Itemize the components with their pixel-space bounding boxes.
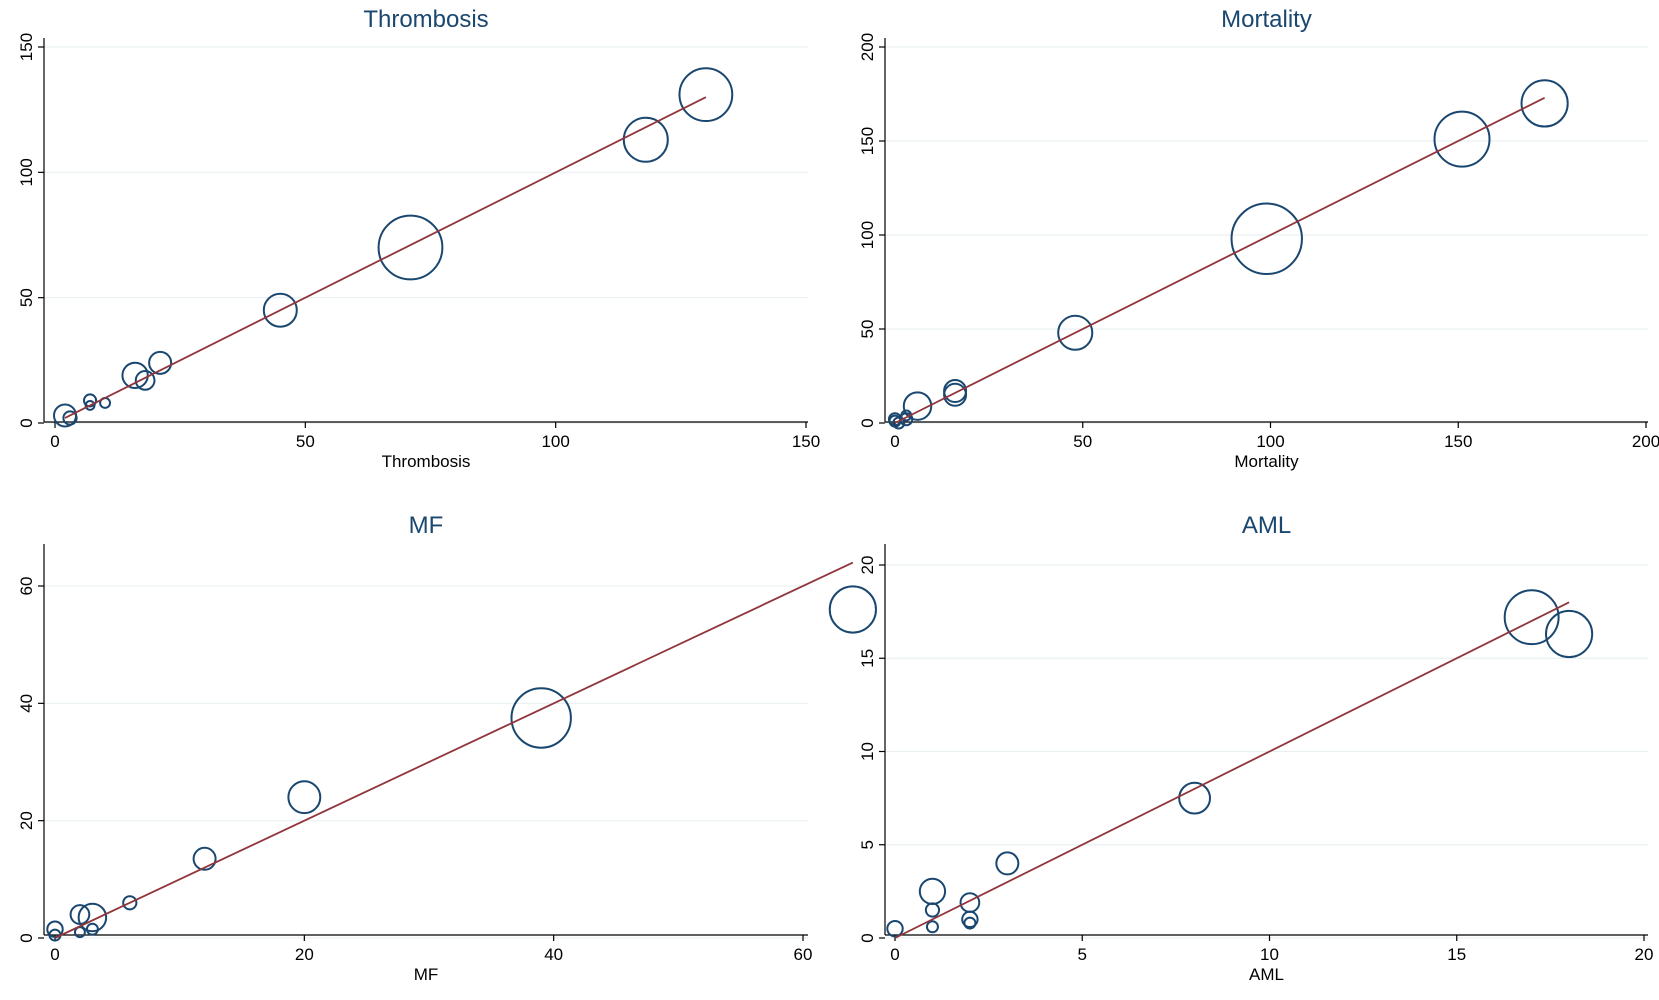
data-bubble bbox=[134, 370, 156, 391]
panel-thrombosis: 0 50 100 150 0 50 100 150 Thrombosis Thrombosis bbox=[17, 6, 820, 471]
data-bubble bbox=[622, 116, 669, 163]
x-tick-label: 60 bbox=[794, 945, 813, 964]
y-tick-label: 100 bbox=[858, 221, 877, 249]
x-tick-label: 0 bbox=[890, 945, 899, 964]
x-tick-label: 150 bbox=[792, 432, 820, 451]
data-bubble bbox=[121, 361, 149, 390]
data-bubble bbox=[918, 877, 947, 906]
x-axis-title: Thrombosis bbox=[382, 452, 471, 471]
x-tick-label: 150 bbox=[1444, 432, 1472, 451]
panel-title: AML bbox=[1242, 512, 1291, 539]
data-bubble bbox=[192, 846, 217, 871]
data-bubble bbox=[892, 416, 906, 430]
data-bubble bbox=[122, 895, 138, 911]
y-tick-label: 150 bbox=[858, 127, 877, 155]
y-tick-label: 0 bbox=[17, 933, 36, 942]
x-tick-label: 0 bbox=[890, 432, 899, 451]
fit-line bbox=[894, 601, 1570, 939]
panel-mf: 0 20 40 60 0 20 40 60 MF MF bbox=[17, 512, 877, 984]
data-bubble bbox=[678, 67, 734, 123]
x-tick-label: 5 bbox=[1078, 945, 1087, 964]
panel-mortality: 0 50 100 150 200 0 50 100 150 200 Mortality Mortali… bbox=[858, 6, 1659, 471]
x-tick-label: 20 bbox=[1635, 945, 1654, 964]
data-bubble bbox=[82, 393, 98, 408]
panel-title: Mortality bbox=[1221, 6, 1312, 33]
data-bubble bbox=[377, 214, 444, 281]
data-bubble bbox=[886, 919, 904, 938]
fit-line bbox=[64, 96, 707, 419]
x-axis-title: MF bbox=[414, 965, 439, 984]
data-bubble bbox=[148, 350, 173, 375]
y-tick-label: 20 bbox=[17, 811, 36, 830]
y-tick-label: 15 bbox=[858, 649, 877, 668]
data-bubble bbox=[1520, 79, 1569, 128]
data-bubble bbox=[995, 851, 1020, 876]
y-tick-label: 100 bbox=[17, 158, 36, 186]
x-tick-label: 100 bbox=[1256, 432, 1284, 451]
x-tick-label: 100 bbox=[541, 432, 569, 451]
data-bubble bbox=[510, 687, 572, 749]
fit-line bbox=[894, 96, 1546, 424]
x-axis-title: Mortality bbox=[1234, 452, 1299, 471]
x-tick-label: 50 bbox=[1073, 432, 1092, 451]
y-tick-label: 50 bbox=[858, 320, 877, 339]
x-tick-label: 50 bbox=[296, 432, 315, 451]
data-bubble bbox=[262, 292, 298, 328]
y-tick-label: 60 bbox=[17, 577, 36, 596]
data-bubble bbox=[925, 920, 939, 934]
x-axis-title: AML bbox=[1249, 965, 1284, 984]
data-bubble bbox=[62, 410, 78, 426]
y-tick-label: 150 bbox=[17, 33, 36, 61]
x-tick-label: 0 bbox=[50, 945, 59, 964]
data-bubble bbox=[943, 379, 968, 404]
data-bubble bbox=[1057, 314, 1094, 351]
data-bubble bbox=[959, 892, 981, 913]
data-bubble bbox=[1178, 781, 1211, 815]
y-tick-label: 20 bbox=[858, 556, 877, 575]
data-bubble bbox=[1503, 589, 1560, 646]
y-tick-label: 50 bbox=[17, 288, 36, 307]
panel-title: Thrombosis bbox=[363, 6, 488, 33]
data-bubble bbox=[85, 922, 99, 936]
data-bubble bbox=[1433, 110, 1491, 168]
y-tick-label: 0 bbox=[858, 418, 877, 427]
panel-title: MF bbox=[409, 512, 444, 539]
x-tick-label: 10 bbox=[1260, 945, 1279, 964]
data-bubble bbox=[963, 916, 977, 930]
y-tick-label: 0 bbox=[17, 418, 36, 427]
data-bubble bbox=[1545, 609, 1594, 659]
data-bubble bbox=[287, 780, 322, 815]
panel-aml: 0 5 10 15 20 0 5 10 15 20 AML AML bbox=[858, 512, 1653, 984]
data-bubble bbox=[924, 902, 941, 918]
data-bubble bbox=[77, 902, 108, 933]
data-bubble bbox=[84, 400, 96, 411]
x-tick-label: 200 bbox=[1632, 432, 1659, 451]
data-bubble bbox=[828, 585, 877, 634]
x-tick-label: 0 bbox=[50, 432, 59, 451]
y-tick-label: 40 bbox=[17, 694, 36, 713]
y-tick-label: 0 bbox=[858, 933, 877, 942]
y-tick-label: 5 bbox=[858, 840, 877, 849]
data-bubble bbox=[902, 391, 933, 421]
y-tick-label: 10 bbox=[858, 742, 877, 761]
x-tick-label: 15 bbox=[1447, 945, 1466, 964]
y-tick-label: 200 bbox=[858, 33, 877, 61]
data-bubble bbox=[46, 920, 64, 938]
fit-line bbox=[54, 561, 854, 939]
data-bubble bbox=[1230, 202, 1303, 275]
data-bubble bbox=[961, 910, 979, 929]
x-tick-label: 20 bbox=[295, 945, 314, 964]
x-tick-label: 40 bbox=[544, 945, 563, 964]
